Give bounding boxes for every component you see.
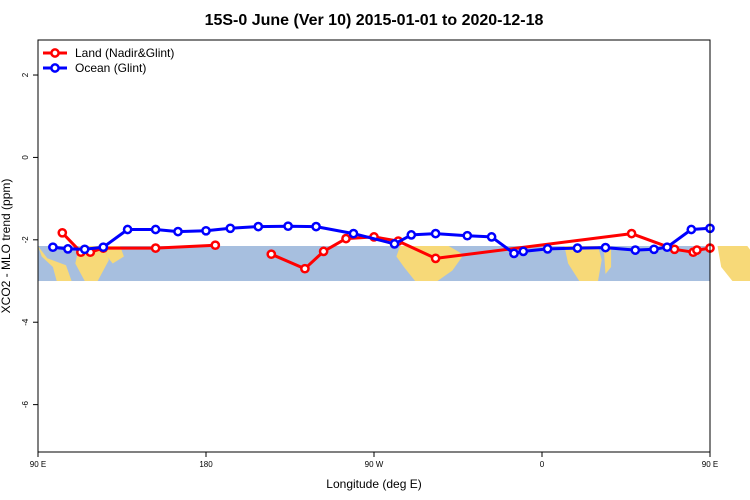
data-point [669, 244, 680, 255]
data-point [572, 243, 583, 253]
x-tick-label: 90 E [702, 460, 718, 469]
data-point [600, 242, 611, 253]
data-point [462, 230, 473, 241]
data-point [542, 244, 553, 254]
land-shape [105, 246, 124, 264]
data-point [518, 246, 529, 257]
legend-label: Land (Nadir&Glint) [75, 46, 174, 60]
x-tick-label: 180 [199, 460, 213, 469]
data-point [63, 244, 73, 254]
data-point [630, 245, 641, 255]
chart-title: 15S-0 June (Ver 10) 2015-01-01 to 2020-1… [205, 12, 544, 29]
series-ocean [48, 221, 715, 259]
data-point [253, 221, 264, 232]
data-point [201, 225, 211, 236]
data-point [692, 245, 702, 255]
y-tick-label: 0 [21, 155, 30, 160]
y-tick-label: -6 [21, 401, 30, 409]
land-shape [717, 246, 750, 281]
data-point [300, 263, 310, 274]
y-axis-label: XCO2 - MLO trend (ppm) [0, 179, 13, 314]
land-shape [603, 246, 612, 274]
x-tick-label: 90 W [365, 460, 384, 469]
data-point [210, 240, 221, 251]
data-point [150, 243, 161, 253]
series-layer [48, 221, 715, 274]
land-shape [564, 246, 602, 281]
data-point [406, 230, 417, 240]
data-point [662, 242, 672, 253]
legend-marker [50, 63, 60, 73]
series-line [52, 224, 711, 255]
data-point [430, 228, 441, 239]
data-point [225, 223, 236, 234]
data-point [98, 242, 109, 253]
data-point [48, 242, 58, 253]
legend-marker [50, 48, 60, 58]
x-tick-label: 0 [540, 460, 545, 469]
legend: Land (Nadir&Glint)Ocean (Glint) [43, 46, 174, 75]
data-point [150, 224, 161, 235]
y-tick-label: 2 [21, 72, 30, 77]
legend-item: Ocean (Glint) [43, 61, 146, 75]
x-axis: 90 E 180 90 W 0 90 E [30, 452, 718, 469]
data-point [486, 232, 497, 242]
data-point [389, 239, 400, 249]
y-axis: 2 0 -2 -4 -6 [21, 72, 38, 408]
data-point [626, 228, 637, 239]
y-tick-label: -4 [21, 318, 30, 326]
land-shape [38, 246, 72, 281]
x-axis-label: Longitude (deg E) [326, 477, 421, 491]
data-point [686, 224, 697, 235]
data-point [122, 224, 133, 235]
data-point [57, 227, 68, 238]
x-tick-label: 90 E [30, 460, 46, 469]
data-point [79, 244, 90, 255]
data-point [341, 233, 351, 244]
legend-item: Land (Nadir&Glint) [43, 46, 174, 60]
legend-label: Ocean (Glint) [75, 61, 146, 75]
data-point [318, 246, 329, 257]
background-band [38, 246, 750, 282]
data-point [430, 253, 441, 264]
data-point [311, 221, 321, 232]
data-point [509, 248, 519, 259]
data-point [173, 226, 183, 237]
data-point [283, 221, 293, 232]
data-point [266, 249, 277, 260]
data-point [348, 228, 359, 239]
y-tick-label: -2 [21, 236, 30, 244]
land-shape [396, 246, 464, 281]
data-point [649, 244, 659, 255]
